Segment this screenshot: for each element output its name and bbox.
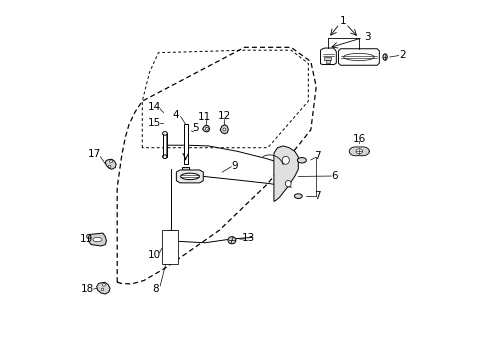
Text: 5: 5 [191, 123, 198, 133]
Ellipse shape [109, 160, 112, 163]
Text: 14: 14 [147, 102, 161, 112]
Ellipse shape [223, 128, 225, 131]
Ellipse shape [343, 53, 373, 60]
Ellipse shape [227, 237, 235, 244]
Polygon shape [176, 170, 203, 183]
Ellipse shape [180, 173, 199, 180]
Bar [163, 134, 167, 157]
Polygon shape [182, 167, 192, 172]
Text: 18: 18 [81, 284, 94, 294]
Polygon shape [338, 49, 379, 65]
Polygon shape [105, 159, 116, 169]
Ellipse shape [355, 149, 362, 154]
Ellipse shape [162, 155, 167, 158]
Ellipse shape [282, 156, 289, 164]
Ellipse shape [102, 283, 105, 286]
Ellipse shape [205, 127, 208, 130]
Text: 3: 3 [364, 32, 370, 41]
Text: 12: 12 [218, 111, 231, 121]
Ellipse shape [382, 54, 386, 60]
Text: 19: 19 [80, 234, 93, 244]
Text: 8: 8 [152, 284, 159, 294]
Ellipse shape [294, 194, 302, 198]
Ellipse shape [93, 237, 102, 242]
Ellipse shape [162, 132, 167, 135]
Text: 1: 1 [340, 17, 346, 27]
Text: 9: 9 [231, 161, 237, 171]
Text: 7: 7 [313, 191, 320, 201]
Ellipse shape [101, 288, 103, 291]
Text: 7: 7 [313, 151, 320, 161]
Polygon shape [202, 125, 209, 132]
Text: 6: 6 [330, 171, 337, 181]
Bar [162, 230, 178, 264]
Polygon shape [220, 125, 228, 134]
Text: 11: 11 [197, 112, 210, 122]
Bar [325, 60, 329, 63]
Polygon shape [97, 282, 110, 294]
Bar [183, 125, 187, 164]
Bar [324, 57, 330, 59]
Ellipse shape [297, 158, 306, 163]
Text: 4: 4 [172, 110, 179, 120]
Ellipse shape [108, 165, 111, 168]
Polygon shape [273, 146, 298, 202]
Text: 2: 2 [398, 50, 405, 60]
Polygon shape [88, 233, 106, 246]
Text: 15: 15 [147, 118, 161, 128]
Text: 13: 13 [242, 233, 255, 243]
Text: 17: 17 [88, 149, 101, 159]
Polygon shape [348, 147, 368, 156]
Text: 10: 10 [147, 249, 161, 260]
Ellipse shape [285, 180, 290, 187]
Text: 16: 16 [352, 134, 365, 144]
Polygon shape [320, 48, 336, 64]
